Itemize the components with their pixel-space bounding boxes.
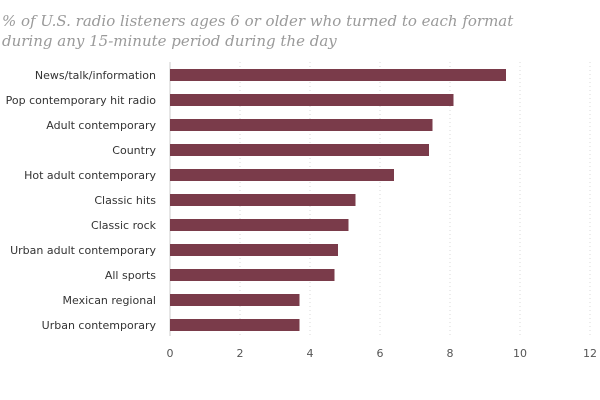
- category-label: News/talk/information: [35, 69, 156, 82]
- category-label: Country: [112, 144, 156, 157]
- category-label: Classic rock: [91, 219, 157, 232]
- x-tick-label: 2: [237, 347, 244, 360]
- bar: [170, 94, 454, 106]
- bar: [170, 69, 506, 81]
- bar: [170, 269, 335, 281]
- bar: [170, 244, 338, 256]
- bar: [170, 169, 394, 181]
- category-label: Hot adult contemporary: [24, 169, 156, 182]
- category-label: Classic hits: [94, 194, 156, 207]
- bar: [170, 219, 349, 231]
- x-tick-label: 6: [377, 347, 384, 360]
- x-tick-label: 0: [167, 347, 174, 360]
- bar: [170, 294, 300, 306]
- bar: [170, 119, 433, 131]
- category-label: Pop contemporary hit radio: [6, 94, 157, 107]
- bar: [170, 144, 429, 156]
- chart-title-line-1: % of U.S. radio listeners ages 6 or olde…: [2, 12, 514, 30]
- x-axis-tick-labels: 0 2 4 6 8 10 12: [167, 347, 598, 360]
- x-tick-label: 8: [447, 347, 454, 360]
- bar: [170, 319, 300, 331]
- category-label: Adult contemporary: [46, 119, 156, 132]
- x-tick-label: 4: [307, 347, 314, 360]
- x-tick-label: 10: [513, 347, 527, 360]
- category-label: Urban adult contemporary: [10, 244, 156, 257]
- x-tick-label: 12: [583, 347, 597, 360]
- bars: [170, 69, 506, 331]
- chart-title-line-2: during any 15-minute period during the d…: [2, 32, 337, 50]
- category-label: Mexican regional: [63, 294, 156, 307]
- bar: [170, 194, 356, 206]
- category-labels: News/talk/information Pop contemporary hi…: [6, 69, 157, 332]
- category-label: Urban contemporary: [42, 319, 157, 332]
- category-label: All sports: [105, 269, 156, 282]
